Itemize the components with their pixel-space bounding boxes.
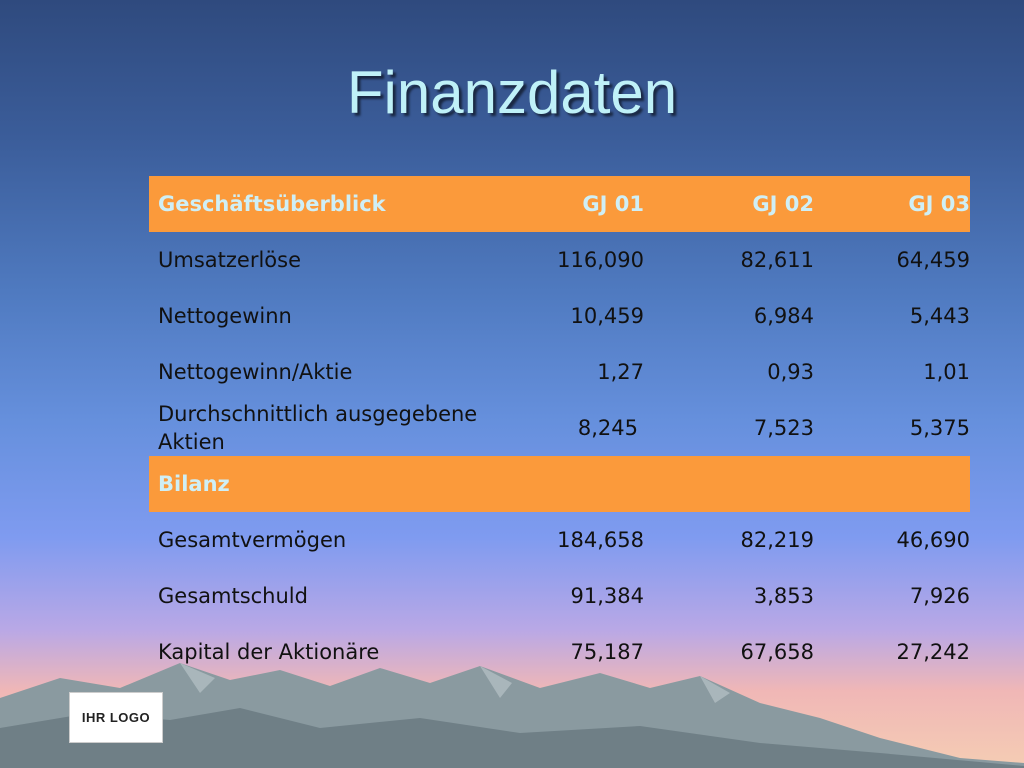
row-label: Kapital der Aktionäre	[158, 640, 380, 664]
section-cell	[814, 456, 970, 512]
row-value: 64,459	[896, 248, 970, 272]
header-label: Geschäftsüberblick	[149, 176, 480, 232]
table-row: Gesamtschuld 91,384 3,853 7,926	[149, 568, 970, 624]
row-label: Gesamtvermögen	[158, 528, 347, 552]
row-value: 82,219	[740, 528, 814, 552]
row-value: 116,090	[557, 248, 644, 272]
section-cell	[644, 456, 814, 512]
row-value: 75,187	[570, 640, 644, 664]
row-value: 3,853	[753, 584, 814, 608]
row-label: Umsatzerlöse	[158, 248, 301, 272]
table-row: Nettogewinn 10,459 6,984 5,443	[149, 288, 970, 344]
row-value: 7,523	[753, 416, 814, 440]
row-value: 1,01	[923, 360, 970, 384]
row-label: Durchschnittlich ausgegebene Aktien	[158, 402, 478, 454]
row-value: 10,459	[570, 304, 644, 328]
row-label: Nettogewinn/Aktie	[158, 360, 353, 384]
row-value: 1,27	[597, 360, 644, 384]
row-label: Nettogewinn	[158, 304, 292, 328]
row-value: 67,658	[740, 640, 814, 664]
row-value: 0,93	[767, 360, 814, 384]
section-cell	[480, 456, 644, 512]
row-value: 7,926	[909, 584, 970, 608]
row-value: 82,611	[740, 248, 814, 272]
row-value: 5,375	[909, 416, 970, 440]
row-value: 27,242	[896, 640, 970, 664]
logo-text: IHR LOGO	[81, 710, 151, 725]
row-value: 184,658	[557, 528, 644, 552]
table-row: Umsatzerlöse 116,090 82,611 64,459	[149, 232, 970, 288]
header-col-gj01: GJ 01	[480, 176, 644, 232]
row-value: 46,690	[896, 528, 970, 552]
header-row: Geschäftsüberblick GJ 01 GJ 02 GJ 03	[149, 176, 970, 232]
slide-title: Finanzdaten	[346, 59, 678, 126]
company-logo: IHR LOGO	[69, 692, 163, 743]
table-row: Durchschnittlich ausgegebene Aktien 8,24…	[149, 400, 970, 456]
header-col-gj03: GJ 03	[814, 176, 970, 232]
financial-table: Geschäftsüberblick GJ 01 GJ 02 GJ 03 Ums…	[149, 176, 970, 680]
row-value: 91,384	[570, 584, 644, 608]
section-row-bilanz: Bilanz	[149, 456, 970, 512]
table-row: Gesamtvermögen 184,658 82,219 46,690	[149, 512, 970, 568]
section-label: Bilanz	[149, 456, 480, 512]
header-col-gj02: GJ 02	[644, 176, 814, 232]
mountain-landscape	[0, 663, 1024, 768]
row-value: 6,984	[753, 304, 814, 328]
row-label: Gesamtschuld	[158, 584, 308, 608]
row-value: 8,245	[577, 416, 638, 440]
row-value: 5,443	[909, 304, 970, 328]
table-row: Nettogewinn/Aktie 1,27 0,93 1,01	[149, 344, 970, 400]
table-row: Kapital der Aktionäre 75,187 67,658 27,2…	[149, 624, 970, 680]
